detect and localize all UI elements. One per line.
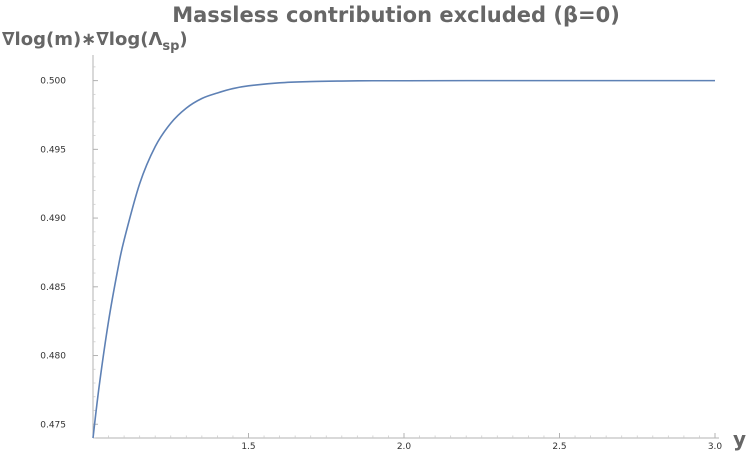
x-tick-label: 3.0 (708, 442, 723, 452)
x-tick-label: 1.5 (241, 442, 255, 452)
series-line (92, 79, 715, 439)
y-tick-label: 0.475 (40, 420, 66, 430)
y-axis-label-close: ) (179, 29, 187, 50)
y-tick-label: 0.495 (40, 145, 66, 155)
x-tick-label: 2.0 (397, 442, 412, 452)
chart-title: Massless contribution excluded (β=0) (172, 3, 620, 27)
y-tick-label: 0.490 (40, 214, 66, 224)
y-tick-label: 0.485 (40, 283, 66, 293)
y-axis-label-main: ∇log(m)∗∇log(Λ (2, 29, 162, 50)
y-ticks: 0.475 0.480 0.485 0.490 0.495 0.500 (40, 66, 98, 439)
x-ticks: 1.5 2.0 2.5 3.0 (92, 433, 723, 452)
y-axis-label-subscript: sp (162, 39, 179, 54)
y-tick-label: 0.500 (40, 77, 66, 87)
y-tick-label: 0.480 (40, 352, 66, 362)
y-axis-label: ∇log(m)∗∇log(Λsp) (2, 29, 188, 54)
x-tick-label: 2.5 (552, 442, 566, 452)
x-axis-label: y (733, 427, 746, 451)
